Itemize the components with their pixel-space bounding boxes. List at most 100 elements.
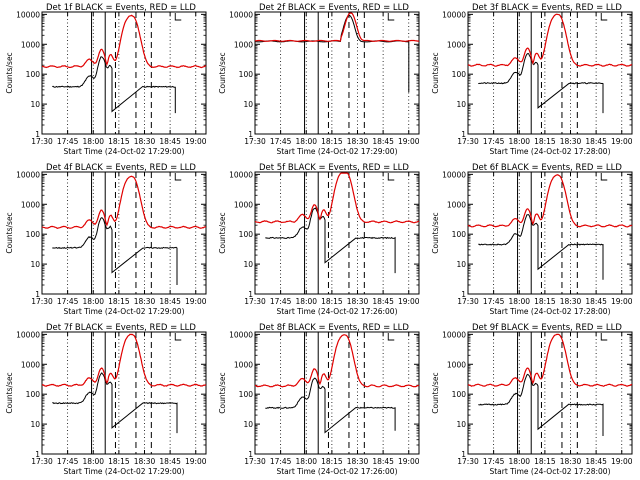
y-axis-label: Counts/sec [5, 52, 14, 93]
attenuator-marker [387, 173, 395, 181]
x-tick-label: 17:30 [31, 457, 53, 466]
x-tick-label: 18:30 [560, 137, 582, 146]
series-lld-line [254, 172, 420, 224]
y-tick-label: 1 [248, 450, 253, 459]
x-tick-label: 19:00 [185, 137, 207, 146]
x-tick-label: 18:15 [321, 457, 343, 466]
x-axis-label: Start Time (24-Oct-02 17:28:00) [489, 467, 610, 476]
x-tick-label: 18:30 [347, 137, 369, 146]
x-tick-label: 18:15 [534, 137, 556, 146]
chart-panel-3: Det 3f BLACK = Events, RED = LLD 17:30 17:… [431, 3, 633, 156]
x-tick-label: 18:00 [295, 137, 317, 146]
y-tick-label: 1 [35, 130, 40, 139]
x-tick-label: 18:15 [108, 297, 130, 306]
y-axis-label: Counts/sec [218, 52, 227, 93]
y-tick-label: 10 [30, 420, 40, 429]
x-tick-label: 17:30 [457, 457, 479, 466]
y-tick-label: 1000 [21, 40, 40, 49]
x-tick-label: 18:45 [585, 457, 607, 466]
y-tick-label: 1000 [21, 360, 40, 369]
x-tick-label: 18:30 [560, 457, 582, 466]
x-tick-label: 18:30 [347, 457, 369, 466]
series-events-line [52, 217, 178, 285]
y-tick-label: 100 [239, 230, 254, 239]
x-tick-label: 18:15 [534, 457, 556, 466]
y-axis-label: Counts/sec [431, 52, 440, 93]
attenuator-marker [387, 333, 395, 341]
x-tick-label: 18:15 [108, 137, 130, 146]
y-tick-label: 100 [452, 70, 467, 79]
series-lld-line [468, 333, 632, 387]
plot-frame [41, 171, 207, 295]
x-tick-label: 17:30 [244, 297, 266, 306]
y-tick-label: 10 [456, 260, 466, 269]
chart-panel-4: Det 4f BLACK = Events, RED = LLD 17:30 17:… [5, 163, 207, 316]
y-tick-label: 100 [452, 230, 467, 239]
x-tick-label: 17:30 [457, 297, 479, 306]
attenuator-marker [387, 13, 395, 21]
x-tick-label: 18:15 [534, 297, 556, 306]
series-events-line [478, 52, 604, 114]
x-tick-label: 18:45 [372, 137, 394, 146]
chart-panel-7: Det 7f BLACK = Events, RED = LLD 17:30 17:… [5, 323, 207, 476]
x-tick-label: 17:45 [57, 457, 79, 466]
y-tick-label: 1 [248, 130, 253, 139]
y-tick-label: 10 [243, 420, 253, 429]
y-tick-label: 1000 [234, 360, 253, 369]
chart-panel-6: Det 6f BLACK = Events, RED = LLD 17:30 17:… [431, 163, 633, 316]
y-tick-label: 10 [243, 260, 253, 269]
x-tick-label: 19:00 [398, 457, 420, 466]
series-lld-line [467, 174, 633, 228]
x-tick-label: 18:45 [585, 297, 607, 306]
y-tick-label: 1 [461, 130, 466, 139]
y-tick-label: 10000 [229, 170, 253, 179]
x-tick-label: 18:15 [321, 137, 343, 146]
y-tick-label: 1 [35, 450, 40, 459]
x-axis-label: Start Time (24-Oct-02 17:29:00) [63, 147, 184, 156]
plot-frame [254, 11, 420, 135]
x-tick-label: 17:45 [57, 297, 79, 306]
panel-title: Det 8f BLACK = Events, RED = LLD [259, 323, 409, 333]
x-tick-label: 18:00 [82, 137, 104, 146]
y-tick-label: 1000 [21, 200, 40, 209]
y-tick-label: 1000 [234, 200, 253, 209]
x-tick-label: 18:00 [82, 297, 104, 306]
y-tick-label: 10000 [442, 10, 466, 19]
x-tick-label: 18:30 [134, 457, 156, 466]
y-tick-label: 10000 [16, 10, 40, 19]
plot-frame [467, 171, 633, 295]
x-tick-label: 19:00 [611, 457, 633, 466]
y-tick-label: 1000 [447, 40, 466, 49]
attenuator-marker [174, 173, 182, 181]
x-tick-label: 17:45 [270, 297, 292, 306]
chart-panel-5: Det 5f BLACK = Events, RED = LLD 17:30 17:… [218, 163, 420, 316]
attenuator-marker [600, 333, 608, 341]
y-tick-label: 100 [239, 390, 254, 399]
chart-panel-1: Det 1f BLACK = Events, RED = LLD 17:30 17:… [5, 3, 207, 156]
x-tick-label: 19:00 [398, 297, 420, 306]
y-tick-label: 1 [461, 450, 466, 459]
y-tick-label: 10 [456, 100, 466, 109]
series-events-line [478, 214, 604, 280]
x-tick-label: 18:30 [134, 297, 156, 306]
x-tick-label: 18:00 [82, 457, 104, 466]
y-tick-label: 10000 [16, 170, 40, 179]
attenuator-marker [600, 13, 608, 21]
panel-title: Det 6f BLACK = Events, RED = LLD [472, 163, 622, 173]
x-tick-label: 19:00 [611, 137, 633, 146]
x-axis-label: Start Time (24-Oct-02 17:26:00) [276, 307, 397, 316]
series-events-line [478, 373, 604, 436]
x-tick-label: 18:45 [159, 457, 181, 466]
panel-title: Det 5f BLACK = Events, RED = LLD [259, 163, 409, 173]
x-tick-label: 19:00 [611, 297, 633, 306]
plot-frame [254, 331, 420, 455]
x-tick-label: 18:45 [372, 457, 394, 466]
plot-frame [41, 11, 207, 135]
x-tick-label: 18:00 [508, 457, 530, 466]
plot-frame [467, 11, 633, 135]
x-tick-label: 18:00 [508, 297, 530, 306]
series-lld-line [42, 14, 207, 69]
x-tick-label: 17:30 [457, 137, 479, 146]
y-tick-label: 10000 [442, 170, 466, 179]
